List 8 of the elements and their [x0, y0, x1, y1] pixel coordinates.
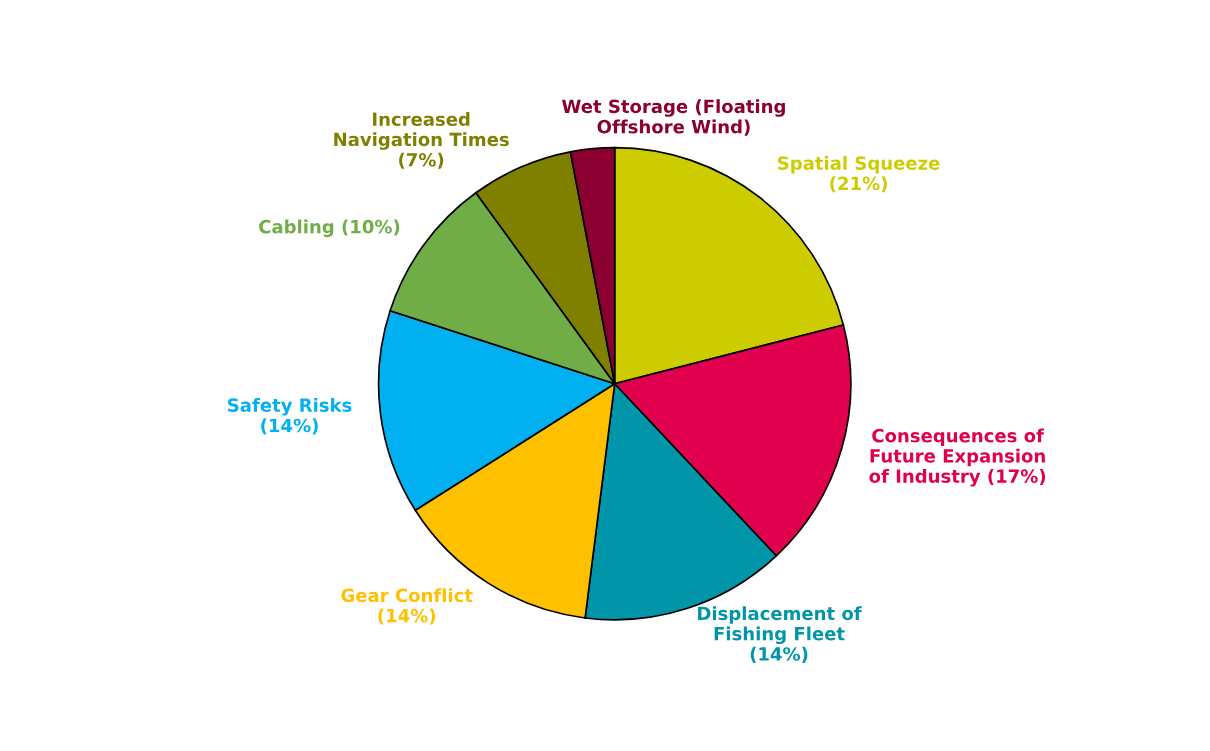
slice-label: Safety Risks (14%) — [228, 397, 352, 435]
slice-label: Spatial Squeeze (21%) — [778, 155, 940, 193]
slice-label: Cabling (10%) — [259, 219, 400, 238]
slice-label: Wet Storage (Floating Offshore Wind) — [562, 99, 785, 136]
slice-label: Gear Conflict (14%) — [341, 588, 473, 625]
slice-label: Displacement of Fishing Fleet (14%) — [698, 606, 862, 663]
slice-label: Consequences of Future Expansion of Industry (17%) — [869, 428, 1046, 487]
slice-label: Increased Navigation Times (7%) — [334, 112, 509, 169]
